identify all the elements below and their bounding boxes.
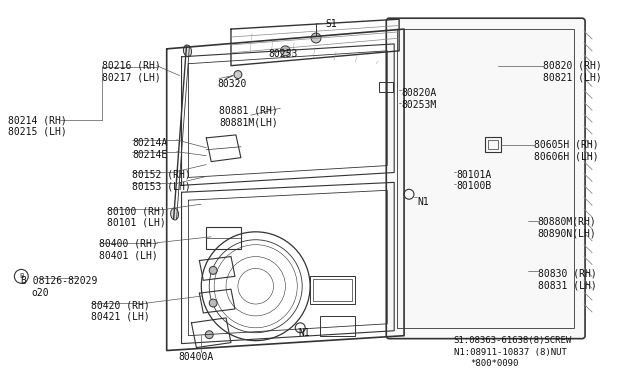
Text: N1: N1 [298,328,310,338]
Text: 80606H (LH): 80606H (LH) [534,152,598,162]
Text: 80421 (LH): 80421 (LH) [90,312,149,322]
Text: 80320: 80320 [217,78,246,89]
Text: 80880M(RH): 80880M(RH) [538,217,596,227]
Text: 80820 (RH): 80820 (RH) [543,61,602,71]
Text: 80253: 80253 [269,49,298,59]
Text: 80890N(LH): 80890N(LH) [538,229,596,239]
Text: N1: N1 [417,197,429,207]
Bar [488,140,498,149]
Bar [397,29,574,328]
Text: 80214E: 80214E [132,150,167,160]
Text: S1:08363-61638(8)SCREW: S1:08363-61638(8)SCREW [454,336,572,345]
Text: 80217 (LH): 80217 (LH) [102,73,161,83]
Text: *800*0090: *800*0090 [470,359,518,368]
Text: 80153 (LH): 80153 (LH) [132,182,191,191]
Text: 80420 (RH): 80420 (RH) [90,300,149,310]
Text: N1:08911-10837 (8)NUT: N1:08911-10837 (8)NUT [454,347,566,356]
Text: 80100B: 80100B [456,182,492,191]
Text: 80821 (LH): 80821 (LH) [543,73,602,83]
Text: 80214 (RH): 80214 (RH) [8,115,67,125]
Text: B: B [19,273,24,279]
Text: 80830 (RH): 80830 (RH) [538,269,596,278]
Text: 80152 (RH): 80152 (RH) [132,170,191,180]
Text: 80881M(LH): 80881M(LH) [219,117,278,127]
Circle shape [209,299,217,307]
Circle shape [205,331,213,339]
Text: 80215 (LH): 80215 (LH) [8,127,67,137]
Text: 80101 (LH): 80101 (LH) [108,218,166,228]
Text: 80100 (RH): 80100 (RH) [108,206,166,216]
Text: 80881 (RH): 80881 (RH) [219,105,278,115]
Bar [380,83,393,92]
Text: S1: S1 [325,19,337,29]
Text: 80820A: 80820A [401,89,436,99]
Ellipse shape [171,208,179,220]
Text: 80400 (RH): 80400 (RH) [99,239,158,249]
Circle shape [280,46,291,56]
Bar [206,227,241,248]
Ellipse shape [184,45,191,57]
Circle shape [311,33,321,43]
FancyBboxPatch shape [387,18,585,339]
Bar [320,316,355,336]
Text: 80214A: 80214A [132,138,167,148]
Text: 80101A: 80101A [456,170,492,180]
Bar [313,279,351,301]
Text: o20: o20 [31,288,49,298]
Circle shape [234,71,242,78]
Text: 80831 (LH): 80831 (LH) [538,280,596,290]
Bar [310,276,355,304]
Text: B 08126-82029: B 08126-82029 [21,276,98,286]
Text: 80400A: 80400A [179,353,214,362]
Text: 80216 (RH): 80216 (RH) [102,61,161,71]
Bar [485,137,501,152]
Text: 80605H (RH): 80605H (RH) [534,140,598,150]
Text: 80401 (LH): 80401 (LH) [99,251,158,261]
Circle shape [209,266,217,275]
Text: 80253M: 80253M [401,100,436,110]
